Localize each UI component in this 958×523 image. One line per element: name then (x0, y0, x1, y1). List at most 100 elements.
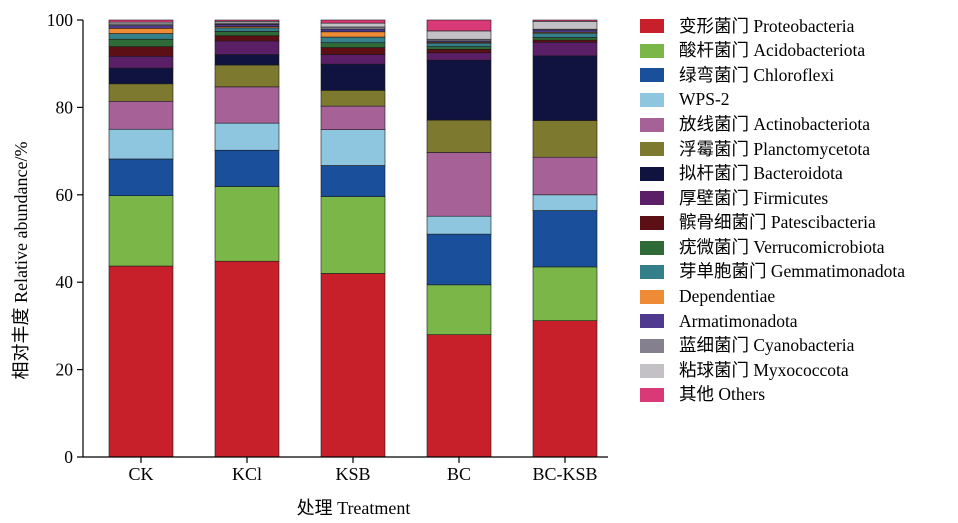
legend-swatch (640, 289, 664, 304)
bar-segment (108, 19, 174, 23)
bar-segment (320, 28, 386, 33)
legend-swatch (640, 68, 664, 83)
legend-label: 变形菌门 Proteobacteria (679, 15, 855, 36)
legend-swatch (640, 314, 664, 329)
bar-segment (320, 63, 386, 91)
legend-swatch (640, 265, 664, 280)
legend-label: 蓝细菌门 Cyanobacteria (679, 335, 855, 356)
bar-segment (532, 210, 598, 268)
bar-segment (320, 36, 386, 44)
bar-segment (426, 215, 492, 235)
legend-item: 粘球菌门 Myxococcota (640, 358, 905, 383)
legend-label: 疣微菌门 Verrucomicrobiota (679, 236, 885, 257)
legend-label: 酸杆菌门 Acidobacteriota (679, 40, 866, 61)
legend-label: 浮霉菌门 Planctomycetota (679, 138, 871, 159)
legend-label: 粘球菌门 Myxococcota (679, 359, 849, 380)
bar-segment (320, 273, 386, 458)
legend-item: 髌骨细菌门 Patescibacteria (640, 211, 905, 236)
bar-segment (426, 334, 492, 458)
bar-segment (214, 149, 280, 187)
bar-segment (320, 19, 386, 24)
legend-item: 酸杆菌门 Acidobacteriota (640, 39, 905, 64)
x-tick-label: KCl (232, 464, 262, 484)
bar-segment (320, 90, 386, 107)
bar-segment (532, 156, 598, 196)
legend-swatch (640, 166, 664, 181)
bar-segment (214, 27, 280, 32)
y-tick-label: 20 (56, 360, 74, 380)
bar-segment (214, 260, 280, 458)
bar-segment (320, 26, 386, 30)
legend-item: WPS-2 (640, 88, 905, 113)
legend-label: 其他 Others (679, 384, 766, 405)
bar-segment (214, 64, 280, 88)
y-axis-label: 相对丰度 Relative abundance/% (11, 142, 31, 380)
y-tick-label: 0 (64, 447, 73, 467)
legend-item: 拟杆菌门 Bacteroidota (640, 162, 905, 187)
bar-segment (532, 41, 598, 57)
bar-segment (108, 265, 174, 458)
legend-label: 放线菌门 Actinobacteriota (679, 113, 870, 134)
x-tick-label: CK (128, 464, 153, 484)
bar-segment (426, 30, 492, 40)
bar-segment (214, 19, 280, 22)
legend-item: Armatimonadota (640, 309, 905, 334)
legend-label: WPS-2 (679, 89, 730, 110)
x-tick-label: BC (447, 464, 471, 484)
bar-segment (214, 86, 280, 124)
legend-item: 变形菌门 Proteobacteria (640, 14, 905, 39)
bar-segment (532, 29, 598, 33)
bar-segment (320, 105, 386, 130)
bar-segment (214, 31, 280, 37)
bar-segment (426, 284, 492, 335)
legend-label: 拟杆菌门 Bacteroidota (679, 163, 843, 184)
x-axis-label: 处理 Treatment (297, 498, 411, 518)
bar-segment (532, 120, 598, 158)
legend-swatch (640, 339, 664, 354)
legend-swatch (640, 19, 664, 34)
legend-item: 放线菌门 Actinobacteriota (640, 112, 905, 137)
legend-swatch (640, 93, 664, 108)
bar-segment (426, 19, 492, 32)
legend-label: Dependentiae (679, 286, 776, 307)
bar-segment (320, 165, 386, 197)
bar-segment (320, 22, 386, 28)
y-tick-label: 80 (56, 97, 74, 117)
y-tick-label: 60 (56, 185, 74, 205)
bar-segment (532, 55, 598, 121)
bar-segment (532, 32, 598, 38)
bar-segment (108, 46, 174, 57)
legend-label: 芽单胞菌门 Gemmatimonadota (679, 261, 906, 282)
bar-segment (320, 42, 386, 48)
legend-item: Dependentiae (640, 285, 905, 310)
legend-swatch (640, 142, 664, 157)
y-tick-label: 40 (56, 272, 74, 292)
bar-segment (108, 67, 174, 85)
bar-segment (320, 129, 386, 166)
bar-segment (214, 122, 280, 151)
bar-segment (214, 35, 280, 42)
legend-item: 其他 Others (640, 383, 905, 408)
bar-segment (108, 158, 174, 196)
bar-segment (426, 59, 492, 121)
x-tick-label: KSB (335, 464, 370, 484)
bar-segment (320, 54, 386, 65)
legend-swatch (640, 191, 664, 206)
bar-segment (214, 54, 280, 66)
bar-segment (320, 47, 386, 55)
legend-swatch (640, 117, 664, 132)
bar-segment (108, 55, 174, 69)
bar-segment (426, 42, 492, 47)
legend-label: 绿弯菌门 Chloroflexi (679, 64, 835, 85)
legend: 变形菌门 Proteobacteria 酸杆菌门 Acidobacteriota 绿… (640, 14, 905, 408)
bar-segment (108, 28, 174, 34)
legend-swatch (640, 43, 664, 58)
bar-segment (532, 194, 598, 211)
legend-item: 疣微菌门 Verrucomicrobiota (640, 235, 905, 260)
legend-label: 厚壁菌门 Firmicutes (679, 187, 829, 208)
bar-segment (214, 40, 280, 55)
bar-segment (214, 186, 280, 262)
bar-segment (426, 48, 492, 54)
